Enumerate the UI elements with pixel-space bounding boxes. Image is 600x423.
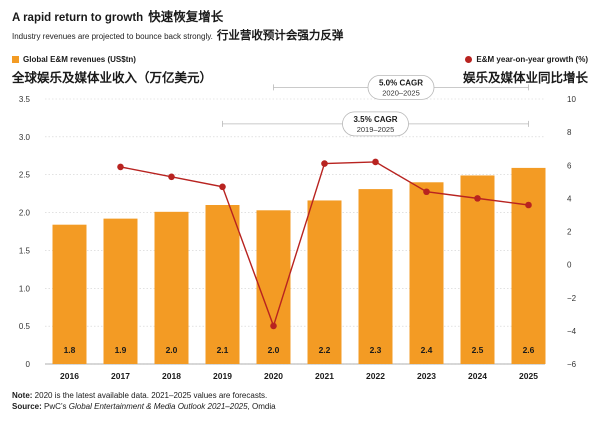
cagr-badge: [367, 75, 435, 100]
bar-2020: [256, 210, 291, 364]
footnote-note: Note: 2020 is the latest available data.…: [12, 391, 268, 400]
x-tick-label: 2020: [264, 371, 283, 381]
bar-2016: [52, 224, 87, 364]
x-tick-label: 2025: [519, 371, 538, 381]
bar-2018: [154, 211, 189, 364]
growth-point-2022: [372, 158, 379, 166]
bar-label-2023: 2.4: [421, 345, 433, 355]
growth-point-2020: [270, 322, 277, 330]
chart-title: A rapid return to growth 快速恢复增长: [12, 6, 223, 25]
bar-label-2016: 1.8: [64, 345, 76, 355]
bar-2022: [358, 189, 393, 364]
right-tick-label: 10: [567, 95, 576, 104]
footnote-source: Source: PwC’s Global Entertainment & Med…: [12, 402, 276, 411]
right-tick-label: 6: [567, 161, 572, 170]
legend-growth-marker: [465, 56, 473, 63]
legend-revenue: Global E&M revenues (US$tn): [12, 55, 136, 64]
right-tick-label: 0: [567, 261, 572, 270]
cagr-range: 2019–2025: [357, 125, 395, 134]
bar-label-2018: 2.0: [166, 345, 178, 355]
legend-revenue-label: Global E&M revenues (US$tn): [23, 55, 136, 64]
growth-point-2019: [219, 183, 226, 191]
x-tick-label: 2017: [111, 371, 130, 381]
bar-label-2021: 2.2: [319, 345, 331, 355]
cagr-badge: [342, 111, 409, 137]
x-tick-label: 2018: [162, 371, 181, 381]
cagr-value: 3.5% CAGR: [353, 115, 397, 124]
left-tick-label: 3.5: [19, 95, 31, 104]
left-tick-label: 1.5: [19, 246, 31, 255]
right-tick-label: 2: [567, 228, 572, 237]
right-axis-title: 娱乐及媒体业同比增长: [462, 70, 588, 85]
left-tick-label: 0: [26, 360, 31, 369]
bar-label-2025: 2.6: [523, 345, 535, 355]
right-tick-label: 4: [567, 194, 572, 203]
x-tick-label: 2022: [366, 371, 385, 381]
legend-revenue-swatch: [12, 56, 19, 63]
growth-point-2024: [474, 195, 481, 202]
bar-2024: [460, 175, 495, 364]
left-axis-title: 全球娱乐及媒体业收入（万亿美元）: [12, 70, 213, 85]
growth-point-2023: [423, 188, 430, 196]
legend-growth: E&M year-on-year growth (%): [465, 55, 588, 64]
cagr-range: 2020–2025: [382, 88, 420, 97]
left-tick-label: 0.5: [19, 322, 31, 331]
bar-2021: [307, 200, 342, 364]
chart-subtitle-en: Industry revenues are projected to bounc…: [12, 32, 213, 41]
left-tick-label: 2.0: [19, 209, 31, 218]
bar-label-2017: 1.9: [115, 345, 127, 355]
bar-label-2022: 2.3: [370, 345, 382, 355]
x-tick-label: 2019: [213, 371, 232, 381]
footnote: Note: 2020 is the latest available data.…: [12, 390, 276, 412]
cagr-value: 5.0% CAGR: [379, 78, 423, 87]
bar-label-2020: 2.0: [268, 345, 280, 355]
chart-subtitle: Industry revenues are projected to bounc…: [12, 27, 343, 43]
bar-2019: [205, 205, 240, 364]
left-tick-label: 1.0: [19, 284, 31, 293]
growth-point-2018: [168, 173, 175, 181]
legend-growth-label: E&M year-on-year growth (%): [476, 55, 588, 64]
bar-2025: [511, 167, 546, 364]
growth-point-2017: [117, 163, 124, 171]
right-tick-label: −6: [567, 360, 577, 369]
left-tick-label: 2.5: [19, 171, 31, 180]
right-tick-label: −4: [567, 327, 577, 336]
chart-subtitle-zh: 行业营收预计会强力反弹: [216, 28, 344, 42]
growth-point-2021: [321, 160, 328, 167]
x-tick-label: 2023: [417, 371, 436, 381]
bar-label-2019: 2.1: [217, 345, 229, 355]
left-tick-label: 3.0: [19, 133, 31, 142]
growth-point-2025: [525, 201, 532, 209]
bar-2023: [409, 182, 444, 364]
x-tick-label: 2024: [468, 371, 487, 381]
right-tick-label: −2: [567, 294, 577, 303]
chart-title-en: A rapid return to growth: [12, 12, 144, 24]
chart-title-zh: 快速恢复增长: [148, 9, 224, 24]
right-tick-label: 8: [567, 128, 572, 137]
bar-label-2024: 2.5: [472, 345, 484, 355]
x-tick-label: 2021: [315, 371, 334, 381]
bar-2017: [103, 218, 138, 364]
x-tick-label: 2016: [60, 371, 79, 381]
